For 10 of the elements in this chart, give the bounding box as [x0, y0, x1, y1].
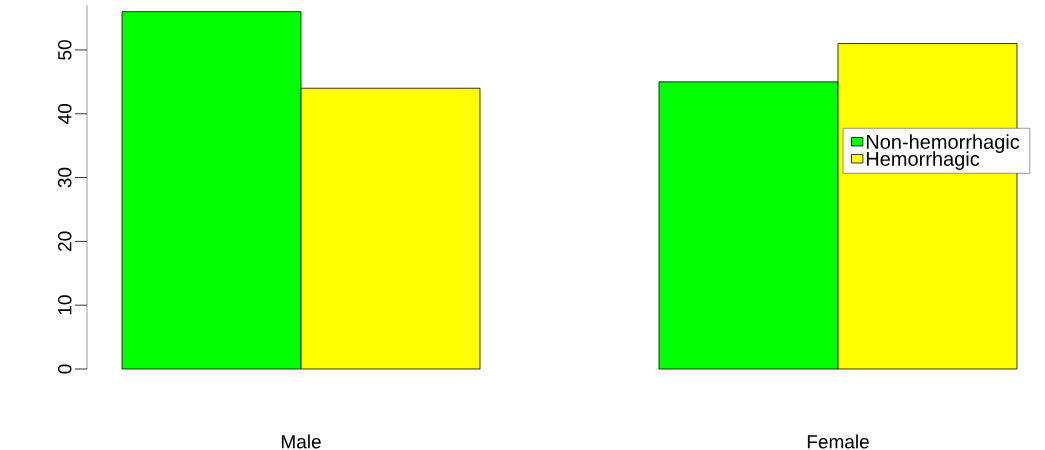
y-tick-label: 30 [58, 167, 72, 188]
y-tick-label: 0 [58, 364, 72, 374]
y-tick-label: 10 [58, 295, 72, 315]
y-tick-label: 50 [58, 40, 72, 60]
legend-label: Non-hemorrhagic [866, 134, 1020, 153]
x-tick-label: Female [807, 434, 869, 449]
y-tick-label: 40 [58, 103, 72, 124]
x-tick-label: Male [281, 434, 321, 449]
y-tick-label: 20 [58, 231, 72, 251]
legend-label: Hemorrhagic [866, 151, 980, 170]
